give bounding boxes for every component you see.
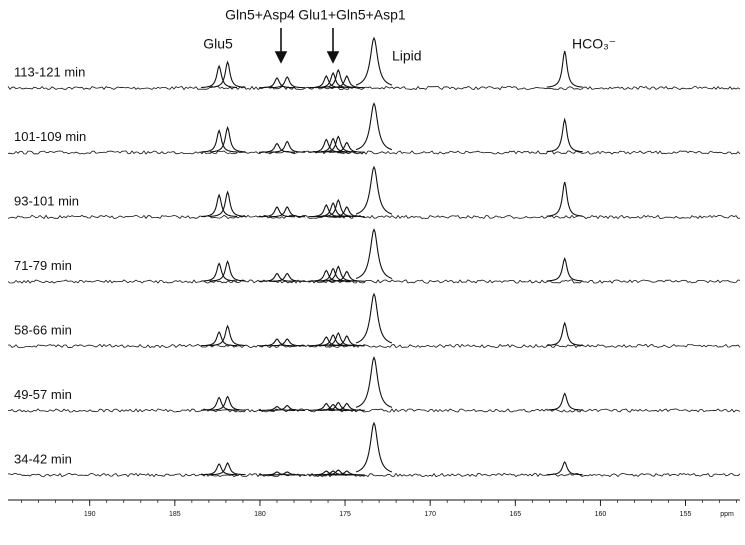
- peak: [546, 461, 583, 476]
- series-label: 93-101 min: [14, 193, 79, 208]
- arrows: [274, 28, 340, 64]
- baseline-noise: [7, 408, 741, 413]
- peak: [328, 470, 365, 476]
- peak: [269, 272, 306, 282]
- peak: [209, 60, 246, 88]
- x-tick-label: 155: [680, 511, 692, 518]
- series-label: 34-42 min: [14, 451, 72, 466]
- peak: [259, 272, 295, 282]
- peak: [546, 50, 583, 88]
- x-tick-label: 175: [339, 511, 351, 518]
- baseline-noise: [7, 150, 741, 155]
- peak: [308, 75, 345, 89]
- peak: [259, 338, 295, 347]
- peak: [269, 471, 306, 476]
- peak: [269, 140, 306, 153]
- annotation: Gln5+Asp4: [225, 7, 295, 23]
- baseline-noise: [7, 472, 741, 478]
- peak: [269, 338, 306, 347]
- peak: [209, 462, 246, 476]
- peak: [269, 404, 306, 411]
- peak: [320, 68, 357, 89]
- peak: [201, 129, 238, 153]
- arrow-head: [274, 51, 288, 64]
- baseline-noise: [7, 85, 741, 91]
- peak: [546, 256, 583, 282]
- baseline-noise: [7, 343, 741, 349]
- series-label: 71-79 min: [14, 258, 72, 273]
- arrow-head: [326, 51, 340, 64]
- peak: [201, 193, 238, 218]
- annotation: Glu5: [203, 36, 233, 52]
- peak: [328, 270, 365, 282]
- peak: [269, 76, 306, 89]
- peak: [209, 324, 246, 347]
- peak: [320, 265, 357, 282]
- peak: [355, 421, 393, 473]
- peak: [259, 471, 295, 476]
- peak: [355, 102, 393, 151]
- peak: [328, 335, 365, 347]
- peak: [209, 260, 246, 282]
- peak: [546, 117, 583, 153]
- annotation: HCO₃⁻: [572, 36, 616, 52]
- annotation: Glu1+Gln5+Asp1: [298, 7, 406, 23]
- peak: [258, 206, 296, 218]
- peak: [209, 125, 246, 153]
- peak: [328, 141, 365, 153]
- annotation: Lipid: [392, 48, 422, 64]
- peak: [546, 392, 583, 411]
- peak: [355, 36, 393, 86]
- peak: [201, 262, 238, 282]
- peak: [320, 401, 357, 411]
- peak: [320, 198, 357, 218]
- x-tick-label: 165: [509, 511, 521, 518]
- baseline-noise: [7, 214, 741, 220]
- series-label: 113-121 min: [14, 64, 85, 79]
- peak: [259, 405, 295, 411]
- baseline-noise: [7, 279, 741, 284]
- x-axis-label: ppm: [720, 511, 734, 518]
- x-tick-label: 180: [254, 511, 266, 518]
- peak: [355, 228, 393, 279]
- peak: [209, 395, 246, 411]
- peak: [355, 356, 393, 408]
- series-label: 58-66 min: [14, 322, 72, 337]
- peak: [355, 165, 393, 215]
- x-tick-label: 160: [595, 511, 607, 518]
- peak: [201, 396, 238, 411]
- peak: [355, 292, 393, 344]
- peak: [320, 332, 357, 347]
- x-tick-label: 185: [169, 511, 181, 518]
- peak: [328, 402, 365, 411]
- peak: [201, 463, 238, 476]
- x-tick-label: 190: [84, 511, 96, 518]
- peak: [259, 142, 295, 153]
- peak: [320, 135, 357, 153]
- peak: [258, 77, 296, 89]
- series-label: 101-109 min: [14, 129, 86, 144]
- peak: [201, 330, 238, 347]
- peak: [328, 75, 365, 89]
- peak: [546, 321, 583, 347]
- peak: [269, 206, 306, 218]
- peak: [201, 64, 238, 89]
- peak: [546, 181, 583, 217]
- peak: [209, 190, 246, 217]
- series-label: 49-57 min: [14, 387, 72, 402]
- peak: [320, 469, 357, 476]
- peak: [328, 206, 365, 218]
- x-tick-label: 170: [424, 511, 436, 518]
